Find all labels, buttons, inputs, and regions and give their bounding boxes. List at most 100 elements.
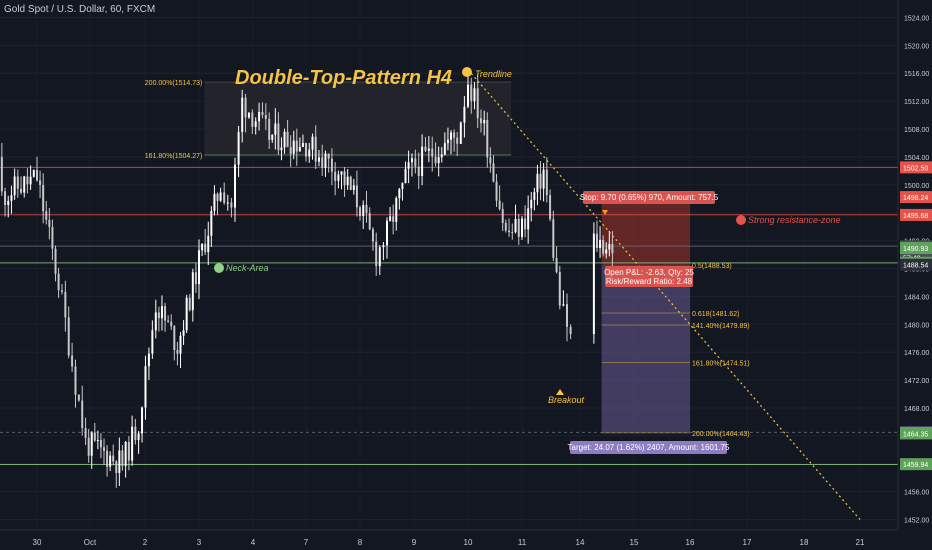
price-marker[interactable] bbox=[900, 161, 932, 174]
candle-body[interactable] bbox=[463, 106, 466, 123]
candle-body[interactable] bbox=[549, 195, 552, 220]
candle-body[interactable] bbox=[121, 450, 124, 466]
candle-body[interactable] bbox=[223, 192, 226, 203]
candle-body[interactable] bbox=[216, 193, 219, 201]
candle-body[interactable] bbox=[453, 132, 456, 138]
candle-body[interactable] bbox=[274, 123, 277, 135]
candle-body[interactable] bbox=[54, 248, 57, 274]
candle-body[interactable] bbox=[321, 157, 324, 168]
candle-body[interactable] bbox=[437, 157, 440, 164]
candle-body[interactable] bbox=[112, 455, 115, 462]
candle-body[interactable] bbox=[93, 432, 96, 441]
candle-body[interactable] bbox=[476, 88, 479, 119]
candle-body[interactable] bbox=[26, 176, 29, 185]
candle-body[interactable] bbox=[251, 112, 254, 127]
candle-body[interactable] bbox=[289, 147, 292, 154]
candle-body[interactable] bbox=[84, 428, 87, 438]
price-marker[interactable] bbox=[900, 458, 932, 471]
candle-body[interactable] bbox=[77, 394, 80, 401]
candle-body[interactable] bbox=[16, 176, 19, 189]
candle-body[interactable] bbox=[283, 131, 286, 148]
candle-body[interactable] bbox=[530, 199, 533, 209]
candle-body[interactable] bbox=[51, 226, 54, 249]
candle-body[interactable] bbox=[0, 156, 3, 192]
candle-body[interactable] bbox=[115, 461, 118, 474]
candle-body[interactable] bbox=[81, 400, 84, 429]
candle-body[interactable] bbox=[286, 131, 289, 148]
candle-body[interactable] bbox=[144, 366, 147, 408]
candle-body[interactable] bbox=[517, 218, 520, 237]
candle-body[interactable] bbox=[569, 326, 572, 335]
candle-body[interactable] bbox=[498, 200, 501, 210]
candle-body[interactable] bbox=[555, 257, 558, 273]
candle-body[interactable] bbox=[608, 243, 611, 250]
candle-body[interactable] bbox=[611, 243, 614, 254]
candle-body[interactable] bbox=[264, 115, 267, 119]
candle-body[interactable] bbox=[198, 250, 200, 285]
candle-body[interactable] bbox=[337, 174, 340, 181]
candle-body[interactable] bbox=[147, 353, 150, 367]
candle-body[interactable] bbox=[32, 170, 35, 177]
candle-body[interactable] bbox=[562, 304, 565, 306]
candle-body[interactable] bbox=[427, 148, 430, 151]
candle-body[interactable] bbox=[118, 450, 121, 474]
candle-body[interactable] bbox=[443, 143, 446, 155]
candle-body[interactable] bbox=[96, 439, 99, 441]
candle-body[interactable] bbox=[602, 239, 605, 254]
candle-body[interactable] bbox=[495, 181, 498, 201]
candle-body[interactable] bbox=[308, 149, 311, 157]
candle-body[interactable] bbox=[539, 173, 542, 189]
candle-body[interactable] bbox=[57, 273, 60, 291]
candle-body[interactable] bbox=[244, 97, 247, 118]
candle-body[interactable] bbox=[501, 209, 504, 223]
candle-body[interactable] bbox=[154, 312, 157, 331]
candle-body[interactable] bbox=[234, 164, 236, 208]
candle-body[interactable] bbox=[545, 169, 548, 196]
candle-body[interactable] bbox=[386, 220, 388, 246]
candle-body[interactable] bbox=[404, 168, 407, 184]
candle-body[interactable] bbox=[164, 306, 167, 321]
candle-body[interactable] bbox=[167, 320, 170, 322]
candle-body[interactable] bbox=[67, 317, 70, 356]
candle-body[interactable] bbox=[157, 312, 160, 319]
candle-body[interactable] bbox=[20, 188, 23, 193]
candle-body[interactable] bbox=[343, 171, 346, 186]
candle-body[interactable] bbox=[542, 169, 545, 189]
candle-body[interactable] bbox=[511, 232, 514, 234]
candle-body[interactable] bbox=[151, 330, 154, 354]
candle-body[interactable] bbox=[389, 216, 392, 221]
candle-body[interactable] bbox=[483, 119, 486, 124]
price-marker[interactable] bbox=[900, 258, 932, 271]
candle-body[interactable] bbox=[440, 154, 443, 158]
candle-body[interactable] bbox=[382, 245, 385, 248]
candle-body[interactable] bbox=[64, 291, 67, 318]
candle-body[interactable] bbox=[421, 146, 424, 177]
candle-body[interactable] bbox=[210, 210, 213, 236]
candle-body[interactable] bbox=[470, 84, 473, 102]
candle-body[interactable] bbox=[340, 171, 343, 175]
candle-body[interactable] bbox=[213, 193, 216, 211]
candle-body[interactable] bbox=[327, 153, 330, 159]
candle-body[interactable] bbox=[558, 272, 561, 306]
candle-body[interactable] bbox=[514, 218, 517, 233]
candle-body[interactable] bbox=[29, 176, 32, 185]
candle-body[interactable] bbox=[392, 216, 395, 222]
price-marker[interactable] bbox=[900, 427, 932, 440]
candle-body[interactable] bbox=[479, 118, 482, 124]
candle-body[interactable] bbox=[271, 134, 274, 140]
candle-body[interactable] bbox=[71, 355, 74, 367]
candle-body[interactable] bbox=[127, 441, 130, 461]
candle-body[interactable] bbox=[473, 88, 476, 102]
candle-body[interactable] bbox=[277, 123, 280, 151]
candle-body[interactable] bbox=[36, 170, 38, 181]
candle-body[interactable] bbox=[42, 184, 45, 212]
candle-body[interactable] bbox=[10, 195, 13, 201]
candle-body[interactable] bbox=[566, 304, 568, 327]
candle-body[interactable] bbox=[194, 272, 197, 285]
candle-body[interactable] bbox=[182, 330, 185, 336]
candle-body[interactable] bbox=[301, 143, 304, 147]
candle-body[interactable] bbox=[226, 202, 229, 204]
candle-body[interactable] bbox=[410, 158, 413, 163]
candle-body[interactable] bbox=[137, 433, 140, 441]
candle-body[interactable] bbox=[362, 204, 365, 217]
